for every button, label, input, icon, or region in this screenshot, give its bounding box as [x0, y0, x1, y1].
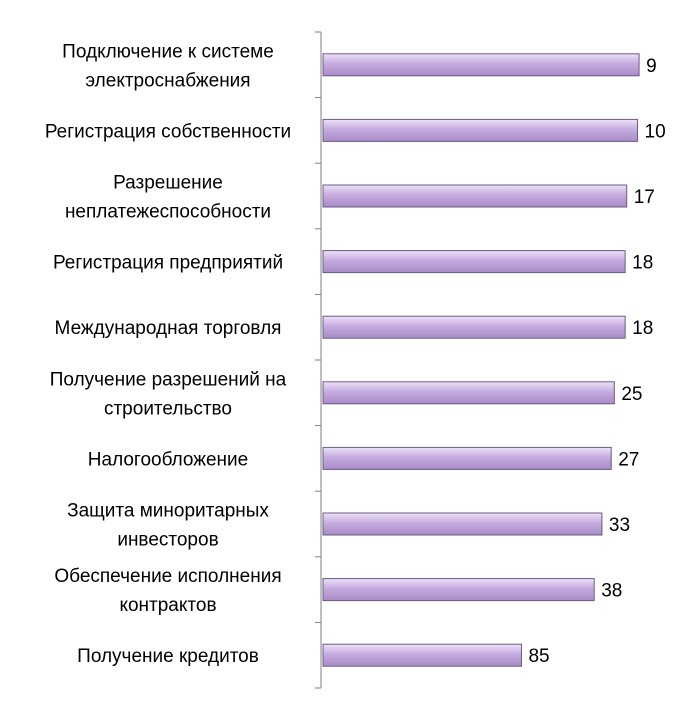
category-label: неплатежеспособности [65, 202, 271, 223]
data-label: 17 [634, 187, 655, 208]
bar [322, 643, 522, 667]
category-label: Защита миноритарных [67, 501, 269, 522]
data-label: 25 [621, 384, 642, 405]
data-label: 27 [618, 449, 639, 470]
category-label: строительство [104, 398, 232, 419]
bar [322, 53, 640, 77]
bar [322, 250, 626, 274]
category-label: Международная торговля [55, 318, 282, 339]
category-label: Обеспечение исполнения [54, 566, 281, 587]
category-label: инвесторов [117, 530, 218, 551]
data-label: 33 [609, 515, 630, 536]
data-label: 38 [601, 581, 622, 602]
category-label: Подключение к системе [62, 41, 274, 62]
data-label: 18 [632, 318, 653, 339]
data-label: 9 [646, 56, 657, 77]
category-label: контрактов [119, 595, 216, 616]
bar [322, 184, 628, 208]
bar [322, 578, 595, 602]
bar [322, 512, 603, 536]
data-label: 18 [632, 253, 653, 274]
category-label: электроснабжения [85, 70, 250, 91]
category-label: Получение разрешений на [50, 369, 287, 390]
category-label: Получение кредитов [77, 646, 259, 667]
bar [322, 381, 615, 405]
category-label: Разрешение [113, 173, 223, 194]
bar [322, 446, 612, 470]
bar [322, 118, 639, 142]
bar [322, 315, 626, 339]
data-label: 10 [645, 121, 666, 142]
category-label: Регистрация предприятий [53, 253, 283, 274]
category-label: Налогообложение [88, 449, 248, 470]
data-label: 85 [528, 646, 549, 667]
category-label: Регистрация собственности [45, 121, 291, 142]
